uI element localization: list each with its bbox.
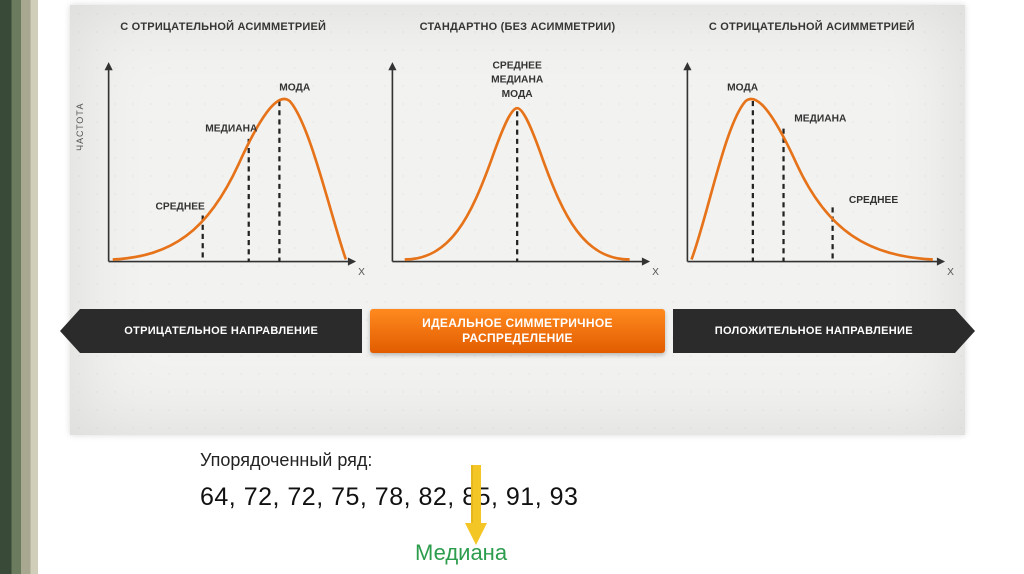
svg-text:X: X — [947, 267, 954, 278]
ordered-row-section: Упорядоченный ряд: 64, 72, 72, 75, 78, 8… — [200, 450, 840, 566]
label-median: МЕДИАНА — [491, 75, 544, 86]
label-mean: СРЕДНЕЕ — [849, 196, 898, 207]
chart-svg: X СРЕДНЕЕ МЕДИАНА МОДА — [374, 42, 660, 297]
svg-text:X: X — [652, 267, 659, 278]
y-axis-label: ЧАСТОТА — [75, 102, 85, 150]
label-mean: СРЕДНЕЕ — [156, 202, 205, 213]
arrow-label: ПОЛОЖИТЕЛЬНОЕ НАПРАВЛЕНИЕ — [715, 325, 913, 337]
charts-row: С ОТРИЦАТЕЛЬНОЙ АСИММЕТРИЕЙ ЧАСТОТА X — [80, 20, 955, 297]
chart-svg: X МОДА МЕДИАНА СРЕДНЕЕ — [669, 42, 955, 297]
label-mean: СРЕДНЕЕ — [493, 61, 542, 72]
panel-title: С ОТРИЦАТЕЛЬНОЙ АСИММЕТРИЕЙ — [669, 20, 955, 34]
chart-svg: X МОДА МЕДИАНА СРЕДНЕЕ — [80, 42, 366, 297]
label-median: МЕДИАНА — [205, 124, 258, 135]
panel-positive-skew: С ОТРИЦАТЕЛЬНОЙ АСИММЕТРИЕЙ X МОДА МЕДИА… — [669, 20, 955, 297]
svg-text:X: X — [358, 267, 365, 278]
label-median: МЕДИАНА — [794, 114, 847, 125]
arrow-label: ОТРИЦАТЕЛЬНОЕ НАПРАВЛЕНИЕ — [124, 325, 318, 337]
arrow-label: ИДЕАЛЬНОЕ СИММЕТРИЧНОЕ РАСПРЕДЕЛЕНИЕ — [422, 316, 613, 346]
chart-area: X МОДА МЕДИАНА СРЕДНЕЕ — [669, 42, 955, 297]
label-mode: МОДА — [727, 83, 759, 94]
ordered-numbers: 64, 72, 72, 75, 78, 82, 85, 91, 93 — [200, 483, 840, 512]
median-arrow-icon — [465, 465, 487, 547]
arrow-positive: ПОЛОЖИТЕЛЬНОЕ НАПРАВЛЕНИЕ — [673, 309, 955, 353]
arrow-negative: ОТРИЦАТЕЛЬНОЕ НАПРАВЛЕНИЕ — [80, 309, 362, 353]
arrow-center: ИДЕАЛЬНОЕ СИММЕТРИЧНОЕ РАСПРЕДЕЛЕНИЕ — [370, 309, 664, 353]
ordered-label: Упорядоченный ряд: — [200, 450, 840, 471]
slide-left-border — [0, 0, 38, 574]
panel-title: С ОТРИЦАТЕЛЬНОЙ АСИММЕТРИЕЙ — [80, 20, 366, 34]
direction-arrows: ОТРИЦАТЕЛЬНОЕ НАПРАВЛЕНИЕ ИДЕАЛЬНОЕ СИММ… — [80, 309, 955, 353]
label-mode: МОДА — [279, 83, 311, 94]
chart-area: X СРЕДНЕЕ МЕДИАНА МОДА — [374, 42, 660, 297]
panel-negative-skew: С ОТРИЦАТЕЛЬНОЙ АСИММЕТРИЕЙ ЧАСТОТА X — [80, 20, 366, 297]
panel-title: СТАНДАРТНО (БЕЗ АСИММЕТРИИ) — [374, 20, 660, 34]
panel-symmetric: СТАНДАРТНО (БЕЗ АСИММЕТРИИ) X СРЕДНЕЕ МЕ… — [374, 20, 660, 297]
chart-area: ЧАСТОТА X МОДА МЕДИАНА — [80, 42, 366, 297]
label-mode: МОДА — [502, 89, 534, 100]
distribution-infographic: С ОТРИЦАТЕЛЬНОЙ АСИММЕТРИЕЙ ЧАСТОТА X — [70, 5, 965, 435]
